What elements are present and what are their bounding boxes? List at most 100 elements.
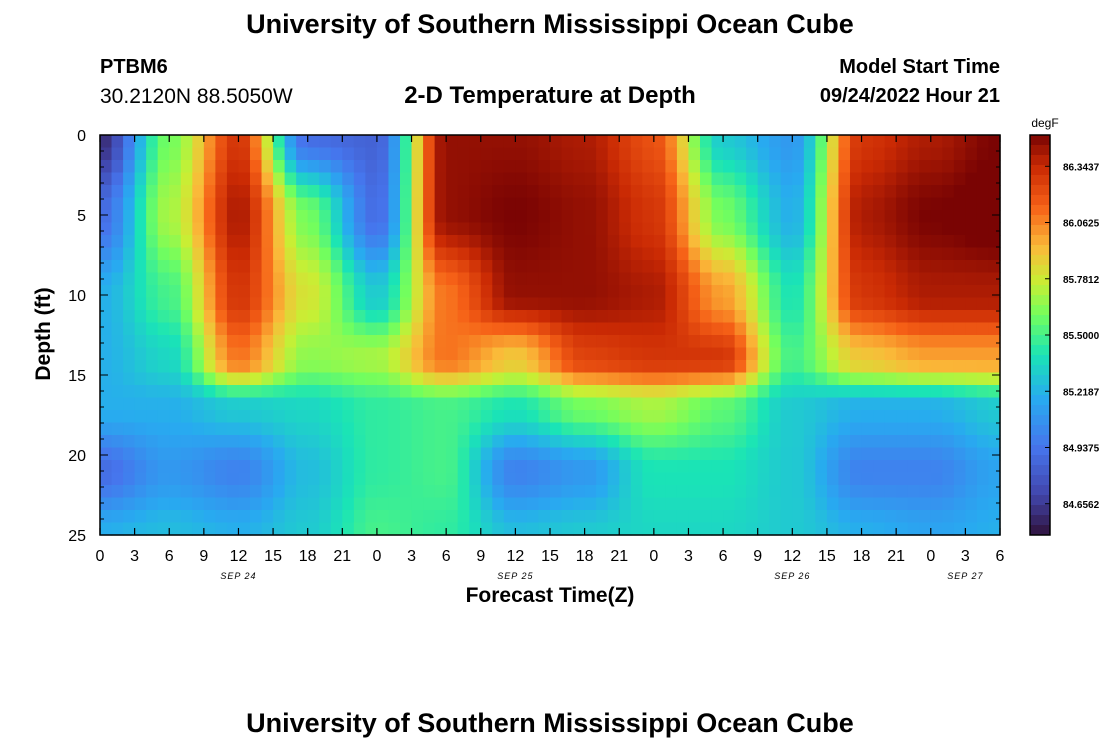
heatmap-cell [226,397,240,411]
heatmap-cell [503,472,516,486]
heatmap-cell [930,497,943,511]
heatmap-cell [503,197,516,211]
heatmap-cell [192,285,205,299]
heatmap-cell [907,435,920,449]
heatmap-cell [815,410,828,424]
x-date-label: SEP 26 [774,571,810,581]
heatmap-cell [157,347,170,361]
heatmap-cell [769,210,782,224]
heatmap-cell [157,472,170,486]
heatmap-cell [607,435,620,449]
heatmap-cell [411,360,424,374]
heatmap-cell [342,172,355,186]
heatmap-cell [942,435,955,449]
heatmap-cell [584,147,597,161]
heatmap-cell [400,322,413,336]
heatmap-cell [596,435,609,449]
heatmap-cell [676,472,690,486]
heatmap-cell [607,410,620,424]
heatmap-cell [284,360,297,374]
heatmap-cell [919,147,932,161]
heatmap-cell [388,297,401,311]
heatmap-cell [134,410,147,424]
heatmap-cell [319,197,332,211]
heatmap-cell [976,435,990,449]
heatmap-cell [653,347,666,361]
heatmap-cell [365,247,378,261]
heatmap-cell [561,372,574,386]
heatmap-cell [250,385,263,399]
heatmap-cell [838,385,851,399]
heatmap-cell [826,272,840,286]
heatmap-cell [226,385,240,399]
colorbar-tick-label: 86.0625 [1063,219,1100,230]
heatmap-cell [515,172,528,186]
heatmap-cell [584,310,597,324]
heatmap-cell [538,460,551,474]
heatmap-cell [330,260,343,274]
heatmap-cell [111,522,124,536]
heatmap-cell [550,160,563,174]
heatmap-cell [457,410,470,424]
colorbar-swatch [1030,195,1050,206]
heatmap-cell [734,510,747,524]
heatmap-cell [492,522,505,536]
heatmap-cell [400,360,413,374]
heatmap-cell [480,160,493,174]
heatmap-cell [146,172,159,186]
heatmap-cell [515,260,528,274]
heatmap-cell [746,322,759,336]
heatmap-cell [965,472,978,486]
heatmap-cell [515,210,528,224]
heatmap-cell [930,422,943,436]
heatmap-cell [319,385,332,399]
x-date-label: SEP 24 [220,571,256,581]
heatmap-cell [538,310,551,324]
heatmap-cell [723,360,736,374]
heatmap-cell [803,247,816,261]
heatmap-cell [780,197,793,211]
heatmap-cell [492,497,505,511]
heatmap-cell [826,147,840,161]
heatmap-cell [480,422,493,436]
heatmap-cell [169,222,182,236]
heatmap-cell [273,435,286,449]
heatmap-cell [780,147,793,161]
heatmap-cell [100,285,113,299]
heatmap-cell [815,385,828,399]
heatmap-cell [146,347,159,361]
heatmap-cell [734,260,747,274]
heatmap-cell [515,485,528,499]
heatmap-cell [526,197,540,211]
heatmap-cell [803,472,816,486]
heatmap-cell [688,235,701,249]
heatmap-cell [111,147,124,161]
heatmap-cell [826,197,840,211]
heatmap-cell [400,485,413,499]
heatmap-cell [434,285,447,299]
heatmap-cell [896,347,909,361]
heatmap-cell [838,485,851,499]
heatmap-cell [907,310,920,324]
heatmap-cell [526,210,540,224]
heatmap-cell [769,160,782,174]
heatmap-cell [296,310,309,324]
heatmap-cell [446,160,459,174]
heatmap-cell [665,360,678,374]
heatmap-cell [503,210,516,224]
colorbar-swatch [1030,515,1050,526]
heatmap-cell [538,260,551,274]
heatmap-cell [146,147,159,161]
heatmap-cell [988,510,1001,524]
heatmap-cell [757,260,770,274]
heatmap-cell [596,347,609,361]
heatmap-cell [503,185,516,199]
heatmap-cell [665,510,678,524]
heatmap-cell [930,460,943,474]
heatmap-cell [688,310,701,324]
heatmap-cell [492,347,505,361]
heatmap-cell [423,172,436,186]
heatmap-cell [469,272,482,286]
heatmap-cell [573,260,586,274]
heatmap-cell [919,135,932,149]
